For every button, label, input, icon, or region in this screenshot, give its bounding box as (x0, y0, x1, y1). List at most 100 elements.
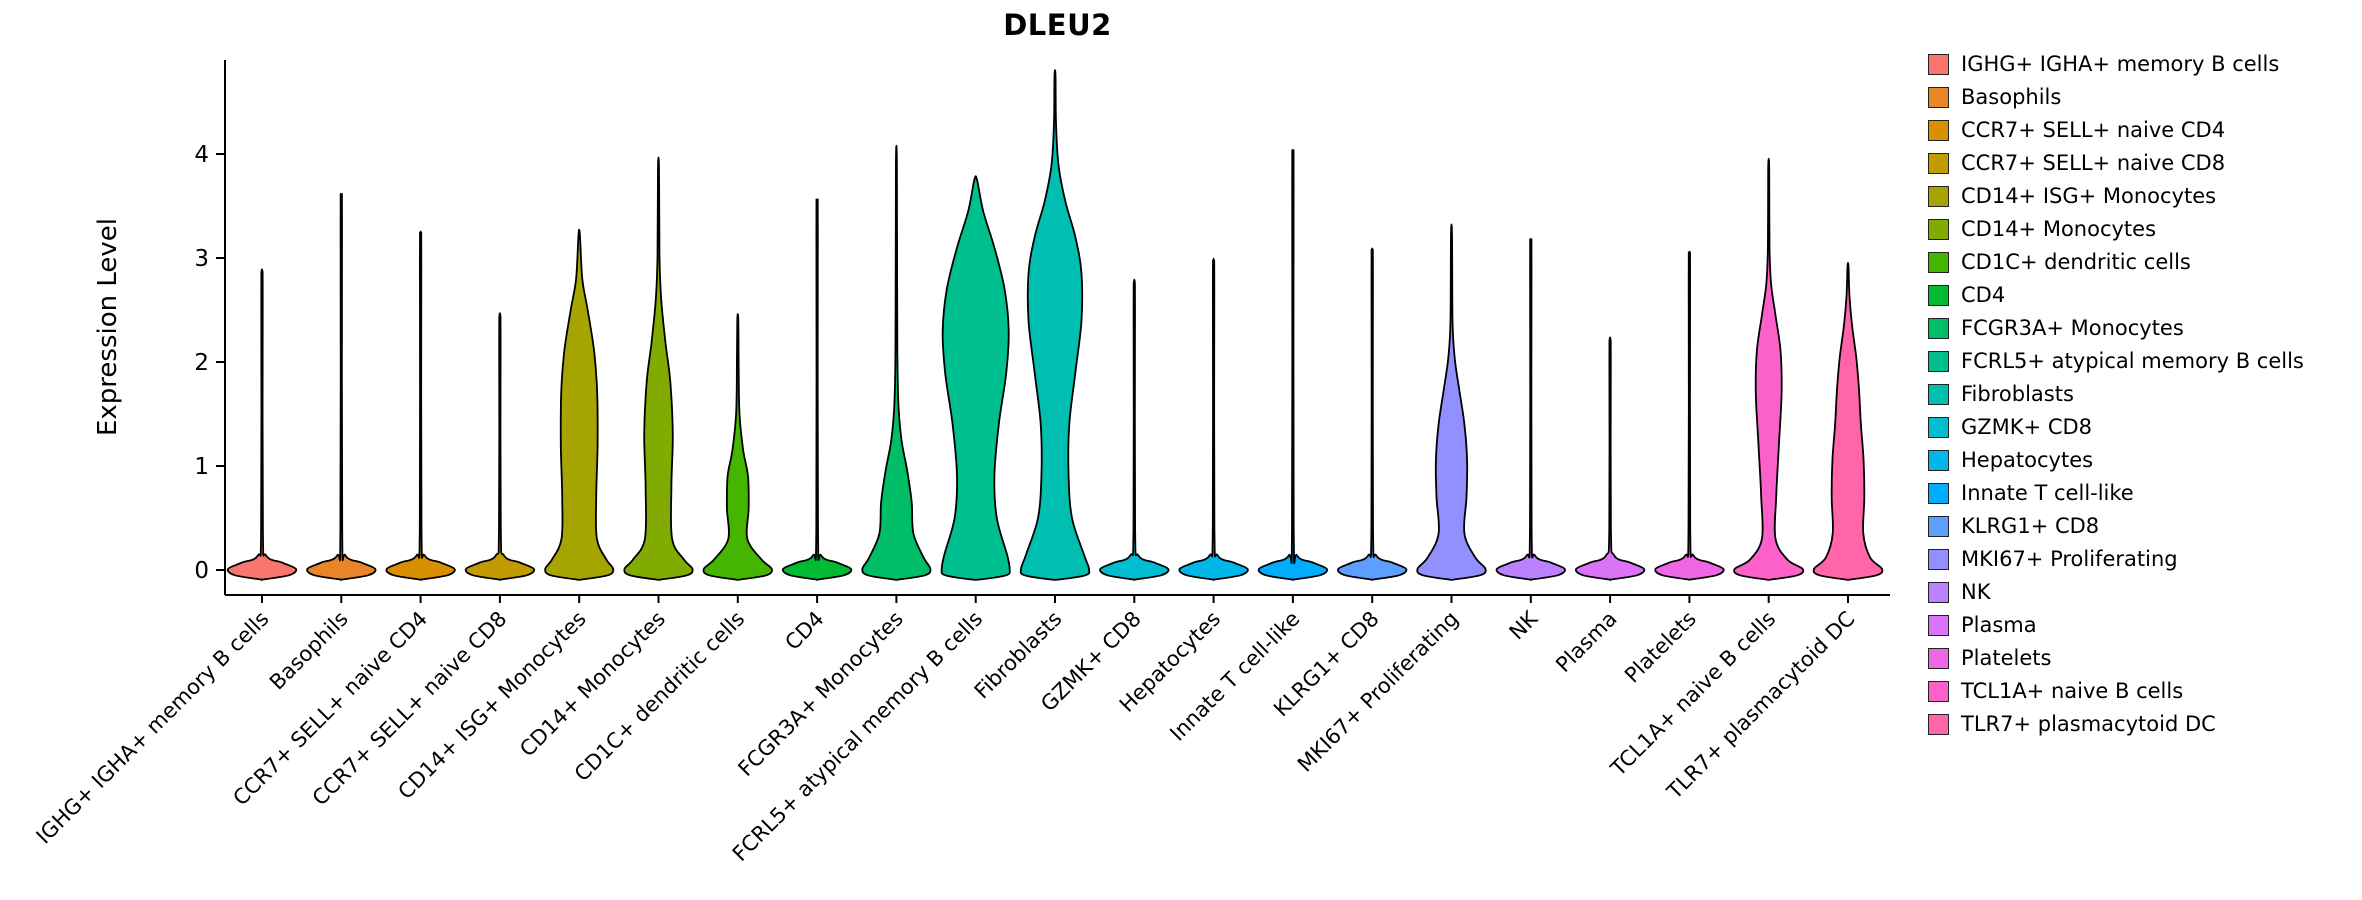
x-tick-label: CD14+ Monocytes (515, 607, 670, 762)
legend-item: TCL1A+ naive B cells (1928, 675, 2304, 708)
legend-swatch (1928, 87, 1949, 108)
legend-label: CD14+ ISG+ Monocytes (1961, 184, 2217, 208)
legend-swatch (1928, 219, 1949, 240)
legend-swatch (1928, 318, 1949, 339)
legend-swatch (1928, 54, 1949, 75)
legend-label: CD14+ Monocytes (1961, 217, 2157, 241)
legend-item: Fibroblasts (1928, 378, 2304, 411)
x-tick-label: NK (1505, 606, 1544, 645)
legend-item: CD14+ Monocytes (1928, 213, 2304, 246)
legend-label: Plasma (1961, 613, 2037, 637)
violin-20 (1733, 157, 1805, 581)
legend-label: IGHG+ IGHA+ memory B cells (1961, 52, 2280, 76)
y-tick-label: 2 (194, 350, 209, 376)
x-tick-label: Plasma (1551, 607, 1621, 677)
violin-18 (1574, 336, 1646, 581)
legend-item: CD4 (1928, 279, 2304, 312)
legend-item: CD1C+ dendritic cells (1928, 246, 2304, 279)
legend-swatch (1928, 417, 1949, 438)
legend-label: CD1C+ dendritic cells (1961, 250, 2191, 274)
legend-item: Platelets (1928, 642, 2304, 675)
legend-label: CCR7+ SELL+ naive CD8 (1961, 151, 2226, 175)
legend-label: GZMK+ CD8 (1961, 415, 2093, 439)
violin-15 (1337, 247, 1408, 581)
y-tick-label: 1 (194, 454, 209, 480)
legend-label: Hepatocytes (1961, 448, 2094, 472)
violin-6 (623, 156, 694, 581)
legend: IGHG+ IGHA+ memory B cells Basophils CCR7+… (1928, 48, 2304, 741)
violin-4 (464, 312, 536, 581)
legend-swatch (1928, 450, 1949, 471)
legend-item: CD14+ ISG+ Monocytes (1928, 180, 2304, 213)
y-tick-label: 0 (194, 558, 209, 584)
legend-swatch (1928, 120, 1949, 141)
violin-16 (1416, 223, 1487, 581)
legend-label: FCGR3A+ Monocytes (1961, 316, 2184, 340)
violin-9 (861, 144, 932, 581)
x-tick-label: MKI67+ Proliferating (1293, 607, 1463, 777)
legend-swatch (1928, 153, 1949, 174)
axes (224, 60, 1890, 596)
legend-swatch (1928, 681, 1949, 702)
legend-label: TLR7+ plasmacytoid DC (1961, 712, 2216, 736)
chart-title: DLEU2 (1003, 8, 1112, 42)
legend-swatch (1928, 285, 1949, 306)
violin-8 (781, 198, 853, 581)
violin-5 (544, 228, 615, 581)
legend-item: IGHG+ IGHA+ memory B cells (1928, 48, 2304, 81)
legend-swatch (1928, 384, 1949, 405)
x-tick-label: CD4 (780, 607, 828, 655)
legend-swatch (1928, 186, 1949, 207)
x-tick-label: IGHG+ IGHA+ memory B cells (32, 607, 274, 849)
legend-label: KLRG1+ CD8 (1961, 514, 2100, 538)
violin-13 (1178, 257, 1249, 581)
x-tick-label: Platelets (1620, 607, 1701, 688)
legend-item: FCRL5+ atypical memory B cells (1928, 345, 2304, 378)
violin-12 (1099, 278, 1170, 581)
legend-label: NK (1961, 580, 1991, 604)
legend-item: CCR7+ SELL+ naive CD4 (1928, 114, 2304, 147)
legend-label: CD4 (1961, 283, 2006, 307)
legend-item: Hepatocytes (1928, 444, 2304, 477)
legend-swatch (1928, 549, 1949, 570)
legend-label: Innate T cell-like (1961, 481, 2134, 505)
legend-item: Basophils (1928, 81, 2304, 114)
y-tick-label: 4 (194, 142, 209, 168)
legend-item: TLR7+ plasmacytoid DC (1928, 708, 2304, 741)
legend-swatch (1928, 351, 1949, 372)
legend-item: NK (1928, 576, 2304, 609)
legend-label: Basophils (1961, 85, 2062, 109)
violin-7 (702, 313, 773, 581)
legend-item: GZMK+ CD8 (1928, 411, 2304, 444)
legend-label: Fibroblasts (1961, 382, 2074, 406)
legend-swatch (1928, 582, 1949, 603)
legend-swatch (1928, 483, 1949, 504)
legend-item: Plasma (1928, 609, 2304, 642)
violin-3 (385, 230, 456, 581)
legend-swatch (1928, 516, 1949, 537)
violin-14 (1257, 149, 1329, 581)
legend-label: FCRL5+ atypical memory B cells (1961, 349, 2304, 373)
legend-item: FCGR3A+ Monocytes (1928, 312, 2304, 345)
violin-2 (306, 193, 377, 581)
legend-label: MKI67+ Proliferating (1961, 547, 2178, 571)
violin-19 (1654, 250, 1725, 581)
legend-label: TCL1A+ naive B cells (1961, 679, 2184, 703)
y-tick-label: 3 (194, 246, 209, 272)
violin-11 (1019, 69, 1091, 581)
legend-item: CCR7+ SELL+ naive CD8 (1928, 147, 2304, 180)
violin-21 (1812, 261, 1884, 581)
legend-swatch (1928, 648, 1949, 669)
violin-17 (1495, 238, 1566, 581)
legend-swatch (1928, 252, 1949, 273)
legend-swatch (1928, 714, 1949, 735)
legend-item: Innate T cell-like (1928, 477, 2304, 510)
legend-label: Platelets (1961, 646, 2052, 670)
legend-swatch (1928, 615, 1949, 636)
legend-item: MKI67+ Proliferating (1928, 543, 2304, 576)
violin-10 (940, 175, 1011, 581)
violin-1 (226, 268, 298, 581)
legend-label: CCR7+ SELL+ naive CD4 (1961, 118, 2226, 142)
